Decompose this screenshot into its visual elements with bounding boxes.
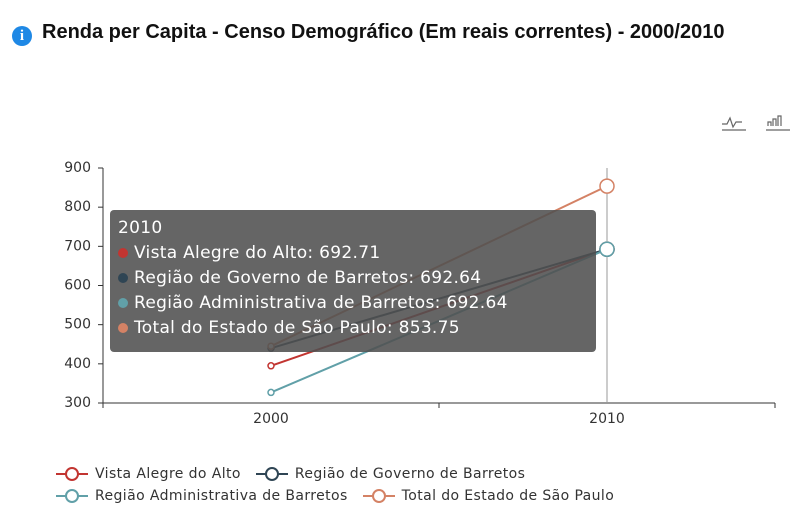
tooltip-text: Total do Estado de São Paulo: 853.75 <box>134 318 460 338</box>
legend-item[interactable]: Vista Alegre do Alto <box>55 466 241 482</box>
legend-label: Vista Alegre do Alto <box>95 466 241 482</box>
legend-icon <box>255 467 288 481</box>
y-tick-label: 400 <box>64 356 91 372</box>
tooltip-row: Região Administrativa de Barretos: 692.6… <box>118 291 588 316</box>
tooltip-text: Vista Alegre do Alto: 692.71 <box>134 243 381 263</box>
bar-icon[interactable] <box>767 115 782 126</box>
x-tick-label: 2010 <box>589 411 625 427</box>
legend-circle <box>65 489 79 503</box>
y-tick-label: 800 <box>64 199 91 215</box>
chart-title: Renda per Capita - Censo Demográfico (Em… <box>42 21 725 43</box>
y-tick-label: 700 <box>64 238 91 254</box>
legend-item[interactable]: Região Administrativa de Barretos <box>55 488 348 504</box>
tooltip-title: 2010 <box>118 218 163 238</box>
legend: Vista Alegre do Alto Região de Governo de… <box>55 466 785 504</box>
y-tick-label: 600 <box>64 278 91 294</box>
y-tick-label: 500 <box>64 317 91 333</box>
y-tick-label: 900 <box>64 160 91 176</box>
legend-item[interactable]: Região de Governo de Barretos <box>255 466 525 482</box>
tooltip-text: Região de Governo de Barretos: 692.64 <box>134 268 482 288</box>
y-tick-label: 300 <box>64 395 91 411</box>
legend-icon <box>56 467 88 481</box>
data-point <box>599 241 615 257</box>
info-icon[interactable]: i <box>12 26 32 46</box>
legend-circle <box>264 467 279 481</box>
toolbox[interactable] <box>722 115 790 131</box>
x-tick-label: 2000 <box>253 411 289 427</box>
tooltip-row: Total do Estado de São Paulo: 853.75 <box>118 316 588 341</box>
tooltip-dot <box>118 273 128 283</box>
data-point <box>267 362 275 370</box>
legend-circle <box>371 489 386 503</box>
tooltip-text: Região Administrativa de Barretos: 692.6… <box>134 293 508 313</box>
title-block: i Renda per Capita - Censo Demográfico (E… <box>12 20 792 46</box>
legend-label: Região de Governo de Barretos <box>294 466 526 482</box>
data-point <box>599 178 615 194</box>
data-point <box>267 388 275 397</box>
legend-icon <box>362 489 395 503</box>
legend-label: Total do Estado de São Paulo <box>401 488 615 504</box>
legend-label: Região Administrativa de Barretos <box>95 488 348 504</box>
tooltip-row: Vista Alegre do Alto: 692.71 <box>118 241 588 266</box>
tooltip: 2010 Vista Alegre do Alto: 692.71 Região … <box>110 210 596 352</box>
tooltip-dot <box>118 248 128 258</box>
tooltip-row: Região de Governo de Barretos: 692.64 <box>118 266 588 291</box>
legend-icon <box>56 489 88 503</box>
tooltip-dot <box>118 298 128 308</box>
line-icon[interactable] <box>722 116 742 129</box>
legend-circle <box>65 467 79 481</box>
tooltip-dot <box>118 323 128 333</box>
legend-item[interactable]: Total do Estado de São Paulo <box>362 488 615 504</box>
